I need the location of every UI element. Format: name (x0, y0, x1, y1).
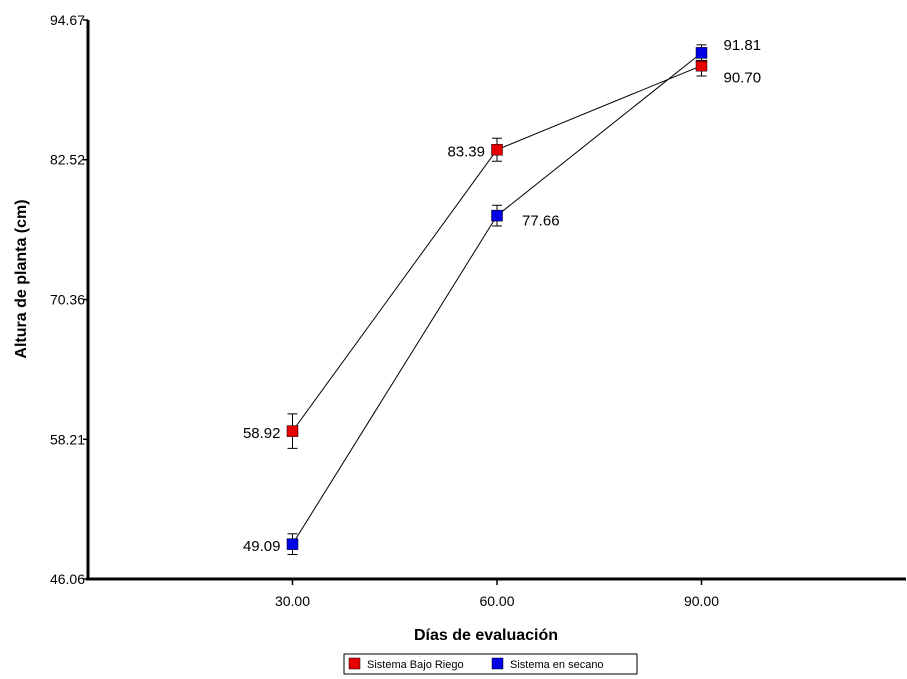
x-tick-label: 60.00 (479, 593, 514, 609)
series-riego: 58.92 83.39 90.70 (243, 54, 762, 449)
data-point (286, 538, 299, 550)
y-tick-label: 58.21 (50, 431, 85, 447)
data-label: 91.81 (724, 37, 762, 54)
data-point (286, 425, 299, 437)
data-label: 90.70 (724, 70, 762, 87)
legend-box (343, 653, 638, 675)
series-line (292, 52, 702, 545)
legend-label-secano: Sistema en secano (510, 659, 604, 671)
legend-swatch-riego (348, 657, 361, 670)
x-tick-label: 90.00 (684, 593, 719, 609)
series-secano: 49.09 77.66 91.81 (243, 37, 761, 555)
data-label: 49.09 (243, 538, 281, 555)
y-tick-label: 46.06 (50, 571, 85, 587)
data-point (695, 59, 708, 72)
legend-label-riego: Sistema Bajo Riego (367, 659, 464, 671)
x-axis-ticks: 30.00 60.00 90.00 (275, 579, 719, 609)
y-tick-label: 94.67 (50, 12, 85, 28)
data-label: 77.66 (522, 213, 560, 230)
y-tick-label: 70.36 (50, 292, 85, 308)
legend-swatch-secano (491, 657, 504, 670)
data-point (491, 209, 503, 222)
y-axis-ticks: 46.06 58.21 70.36 82.52 94.67 (50, 12, 88, 587)
y-tick-label: 82.52 (50, 152, 85, 168)
series-line (292, 65, 702, 432)
y-axis-title: Altura de planta (cm) (13, 199, 30, 358)
data-label: 83.39 (447, 144, 485, 161)
data-point (491, 143, 503, 156)
data-point (695, 47, 708, 59)
data-label: 58.92 (243, 425, 281, 442)
series-layer: 58.92 83.39 90.70 49.09 77.66 91.81 (243, 37, 761, 555)
x-tick-label: 30.00 (275, 593, 310, 609)
x-axis-title: Días de evaluación (414, 627, 558, 644)
legend: Sistema Bajo Riego Sistema en secano (343, 653, 638, 675)
